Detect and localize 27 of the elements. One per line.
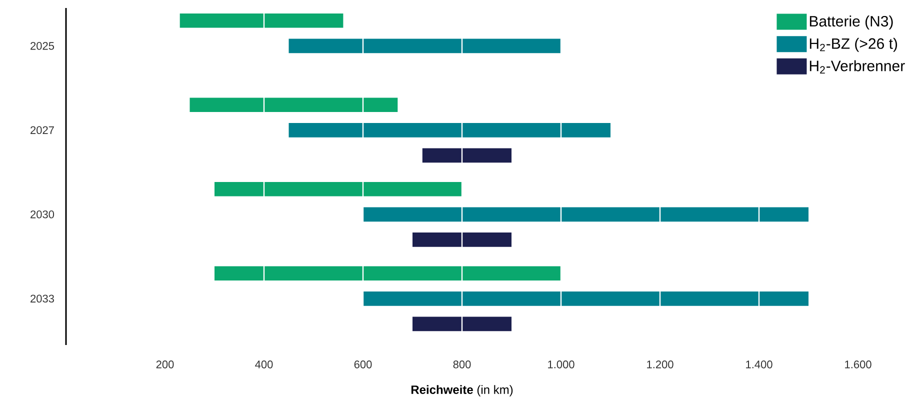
bar: [422, 148, 512, 163]
x-tick-label: 1.000: [548, 360, 574, 368]
y-tick-label: 2033: [30, 294, 54, 303]
bar: [363, 292, 809, 306]
bar: [412, 232, 512, 247]
x-tick-label: 1.400: [746, 360, 772, 368]
x-tick-label: 200: [156, 360, 174, 368]
y-tick-label: 2025: [30, 42, 54, 50]
bar: [190, 98, 398, 112]
x-tick-label: 400: [255, 360, 273, 368]
x-axis-title: Reichweite (in km): [411, 385, 513, 396]
legend-label: H$_{2}$-BZ (>26 t): [810, 38, 898, 52]
x-tick-label: 600: [354, 360, 372, 368]
bar: [363, 207, 809, 222]
bar: [180, 13, 344, 28]
bar: [288, 38, 562, 54]
bar: [412, 316, 512, 332]
legend-label: Batterie (N3): [810, 16, 893, 30]
y-tick-label: 2027: [30, 126, 54, 134]
legend-label: H$_{2}$-Verbrenner: [810, 60, 905, 74]
x-tick-label: 800: [453, 360, 471, 368]
bar: [214, 182, 462, 196]
bar: [288, 123, 611, 138]
x-tick-label: 1.200: [647, 360, 674, 368]
x-tick-label: 1.600: [845, 360, 872, 368]
bar: [214, 266, 562, 281]
y-tick-label: 2030: [30, 210, 54, 218]
